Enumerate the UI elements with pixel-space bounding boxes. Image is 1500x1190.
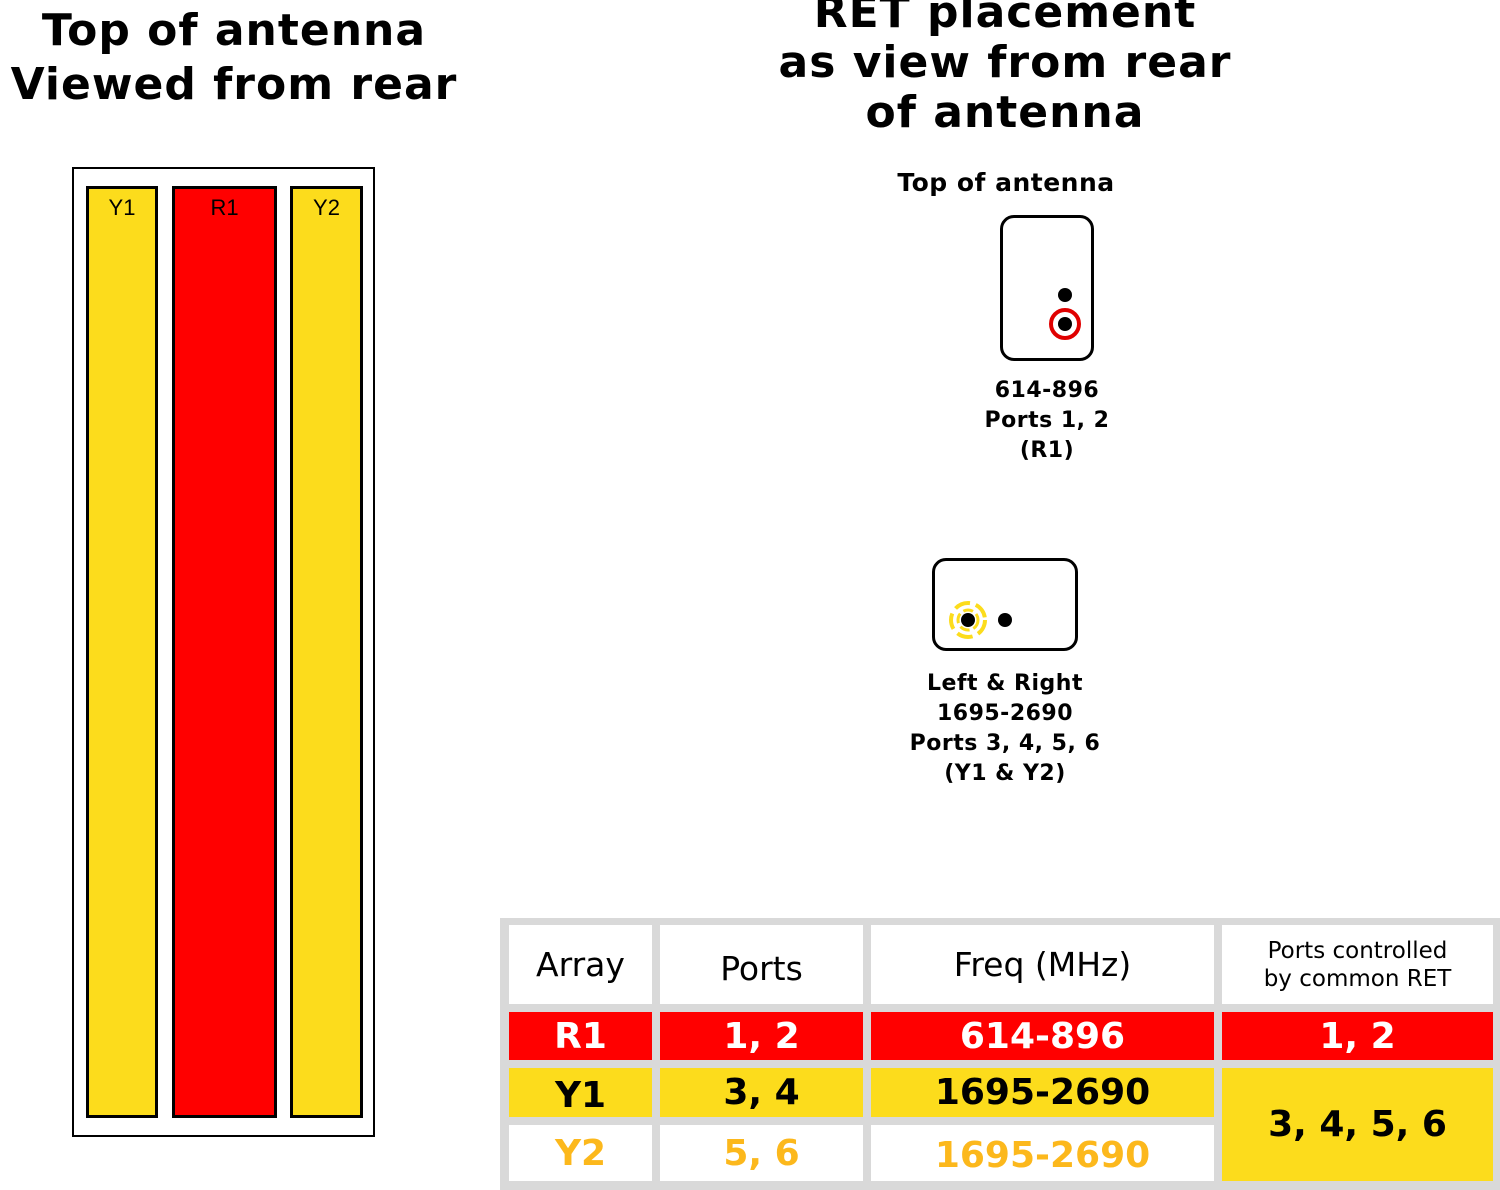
yellow-dashed-ring-icon <box>949 601 987 639</box>
table-row-y1-array: Y1 <box>509 1068 652 1117</box>
left-heading-line2: Viewed from rear <box>10 59 458 110</box>
right-heading-line3: of antenna <box>865 87 1145 138</box>
table-row-r1-freq: 614-896 <box>871 1012 1214 1060</box>
connector-dot-ringed <box>1058 317 1072 331</box>
table-row-y2-freq: 1695-2690 <box>871 1125 1214 1181</box>
ret-upper-label: 614-896 Ports 1, 2 (R1) <box>927 376 1167 466</box>
ret-top-label: Top of antenna <box>897 168 1115 197</box>
array-strip-y2: Y2 <box>290 186 363 1118</box>
right-heading-line1: RET placement <box>813 0 1197 38</box>
red-ring-icon <box>1049 308 1081 340</box>
connector-dot <box>998 613 1012 627</box>
ret-lower-array: (Y1 & Y2) <box>944 761 1066 786</box>
array-label-y1: Y1 <box>108 195 136 220</box>
array-label-r1: R1 <box>210 195 239 220</box>
table-row-y1-ports: 3, 4 <box>660 1068 863 1117</box>
table-row-r1-common: 1, 2 <box>1222 1012 1493 1060</box>
ret-upper-array: (R1) <box>1019 438 1075 463</box>
connector-dot <box>1058 288 1072 302</box>
array-strip-y1: Y1 <box>86 186 158 1118</box>
ret-upper-freq: 614-896 <box>994 378 1100 403</box>
left-heading: Top of antenna Viewed from rear <box>0 4 468 112</box>
table-header-common-ret: Ports controlled by common RET <box>1222 925 1493 1004</box>
ret-box-lower <box>932 558 1078 651</box>
array-strip-r1: R1 <box>172 186 277 1118</box>
ret-lower-ports: Ports 3, 4, 5, 6 <box>909 731 1101 756</box>
table-header-freq: Freq (MHz) <box>871 925 1214 1004</box>
table-row-r1-array: R1 <box>509 1012 652 1060</box>
table-header-common-line1: Ports controlled <box>1267 937 1448 964</box>
table-cell-common-y1-y2: 3, 4, 5, 6 <box>1222 1068 1493 1181</box>
antenna-frame <box>72 167 375 1137</box>
table-row-y2-ports: 5, 6 <box>660 1125 863 1181</box>
table-header-ports: Ports <box>660 925 863 1004</box>
ret-upper-ports: Ports 1, 2 <box>984 408 1110 433</box>
table-row-y1-freq: 1695-2690 <box>871 1068 1214 1117</box>
ret-lower-freq: 1695-2690 <box>936 701 1074 726</box>
left-heading-line1: Top of antenna <box>41 5 427 56</box>
table-header-array: Array <box>509 925 652 1004</box>
ret-box-upper <box>1000 215 1094 361</box>
ret-lower-label: Left & Right 1695-2690 Ports 3, 4, 5, 6 … <box>865 669 1145 789</box>
connector-dot-ringed <box>961 613 975 627</box>
array-label-y2: Y2 <box>313 195 340 220</box>
right-heading-line2: as view from rear <box>778 37 1232 88</box>
table-row-r1-ports: 1, 2 <box>660 1012 863 1060</box>
table-row-y2-array: Y2 <box>509 1125 652 1181</box>
right-heading: RET placement as view from rear of anten… <box>740 0 1270 138</box>
ret-lower-side: Left & Right <box>927 671 1083 696</box>
table-header-common-line2: by common RET <box>1263 965 1452 992</box>
